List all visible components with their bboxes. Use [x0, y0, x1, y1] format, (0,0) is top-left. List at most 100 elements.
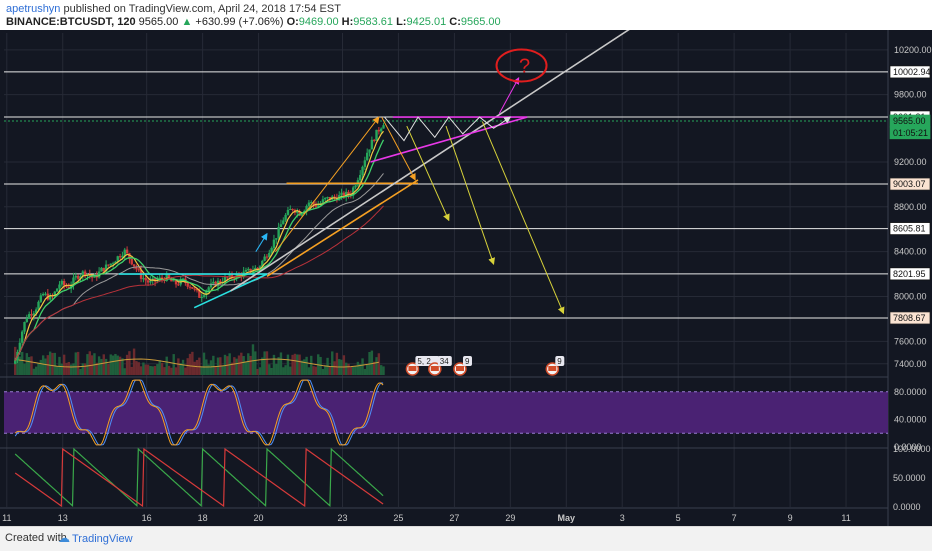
candle-body [135, 266, 138, 270]
candle-body [167, 274, 171, 279]
volume-bar [34, 366, 38, 375]
candle-body [359, 175, 362, 181]
volume-bar [256, 368, 259, 375]
arrow-drawing [498, 77, 520, 114]
author-link[interactable]: apetrushyn [6, 3, 61, 15]
candle-body [258, 266, 262, 268]
volume-bar [146, 364, 150, 375]
candle-body [240, 274, 243, 277]
price-label: 8201.95 [893, 269, 926, 279]
volume-bar [370, 350, 374, 375]
volume-bar [81, 363, 84, 375]
event-markers[interactable]: 5, 2 34 9 9 [405, 356, 565, 376]
trading-chart[interactable]: ? 5, 2 34 9 9 10200.00 9800.00 9200.00 8800.00… [0, 30, 932, 526]
candle-body [109, 263, 112, 266]
candle-body [67, 286, 71, 289]
candle-body [79, 276, 82, 279]
volume-bar [156, 364, 159, 375]
candle-body [270, 247, 273, 253]
time-tick-label: 16 [142, 513, 152, 523]
candle-body [277, 227, 280, 239]
volume-bar [137, 362, 140, 375]
arrow-drawing [381, 116, 416, 181]
event-count: 9 [465, 357, 470, 366]
time-tick-label: 23 [337, 513, 347, 523]
candle-body [328, 196, 332, 200]
candle-body [48, 295, 52, 300]
candle-body [202, 295, 206, 298]
time-tick-label: 25 [393, 513, 403, 523]
candle-body [298, 211, 301, 216]
candle-body [300, 214, 304, 216]
volume-bar [191, 351, 194, 375]
event-count: 5, 2 [417, 357, 431, 366]
candle-body [111, 263, 115, 265]
candle-body [174, 280, 178, 285]
volume-bar [107, 363, 110, 375]
volume-bar [202, 352, 206, 375]
candle-body [170, 278, 173, 282]
volume-bar [193, 361, 196, 375]
candle-body [377, 129, 381, 132]
candle-body [261, 260, 264, 267]
volume-bar [233, 357, 236, 375]
candle-body [226, 276, 229, 278]
publish-line: apetrushyn published on TradingView.com,… [6, 3, 341, 15]
time-tick-label: 3 [620, 513, 625, 523]
event-count: 9 [557, 357, 562, 366]
cloud-icon: ☁ [58, 531, 70, 545]
low-value: 9425.01 [406, 16, 447, 28]
event-count-badge [555, 356, 565, 366]
published-info: published on TradingView.com, April 24, … [63, 3, 341, 15]
volume-bar [167, 365, 171, 375]
stoch-d-line [14, 379, 384, 446]
candle-body [317, 205, 320, 207]
volume-bar [27, 357, 31, 375]
volume-bar [312, 366, 315, 375]
volume-bar [279, 352, 283, 375]
candle-body [275, 238, 278, 240]
candle-body [382, 125, 385, 129]
volume-bar [237, 355, 241, 375]
moving-averages [14, 130, 385, 361]
candle-body [93, 274, 96, 278]
volume-bar [186, 358, 189, 375]
volume-bar [300, 360, 304, 375]
high-value: 9583.61 [353, 16, 393, 28]
price-axis[interactable]: 10200.00 9800.00 9200.00 8800.00 8400.00 8000… [889, 30, 932, 526]
volume-bar [331, 351, 334, 375]
volume-bar [251, 344, 255, 375]
volume-bar [62, 354, 66, 375]
volume-bar [254, 351, 257, 375]
candle-body [128, 253, 131, 260]
volume-bar [242, 356, 245, 375]
candle-body [25, 318, 29, 322]
tradingview-logo[interactable]: ☁ TradingView [58, 531, 133, 545]
volume-bar [249, 355, 252, 375]
ma-fast-line [14, 130, 384, 361]
ma-long-line [14, 205, 384, 361]
candle-body [23, 321, 26, 332]
volume-bar [125, 354, 129, 375]
volume-bar [247, 353, 250, 375]
candle-body [370, 139, 374, 150]
event-count-badge [437, 356, 452, 366]
time-axis[interactable]: 11 13 16 18 20 23 25 27 29 May 3 5 7 9 11 [2, 513, 851, 523]
time-tick-label: 18 [198, 513, 208, 523]
volume-bar [153, 365, 157, 375]
candle-body [279, 224, 283, 228]
candle-body [291, 208, 294, 210]
drawing-annotations[interactable]: ? [118, 30, 693, 315]
volume-bar [335, 352, 339, 375]
trendline-drawing [266, 179, 419, 277]
price-label: 10002.94 [893, 67, 931, 77]
candle-body [286, 209, 290, 215]
volume-bar [65, 362, 68, 375]
candle-body [198, 290, 201, 298]
volume-bar [41, 355, 45, 375]
candle-body [74, 275, 78, 278]
volume-bar [321, 368, 325, 375]
candle-body [39, 295, 43, 302]
ma-mid-line [14, 139, 385, 361]
volume-bar [102, 354, 105, 375]
